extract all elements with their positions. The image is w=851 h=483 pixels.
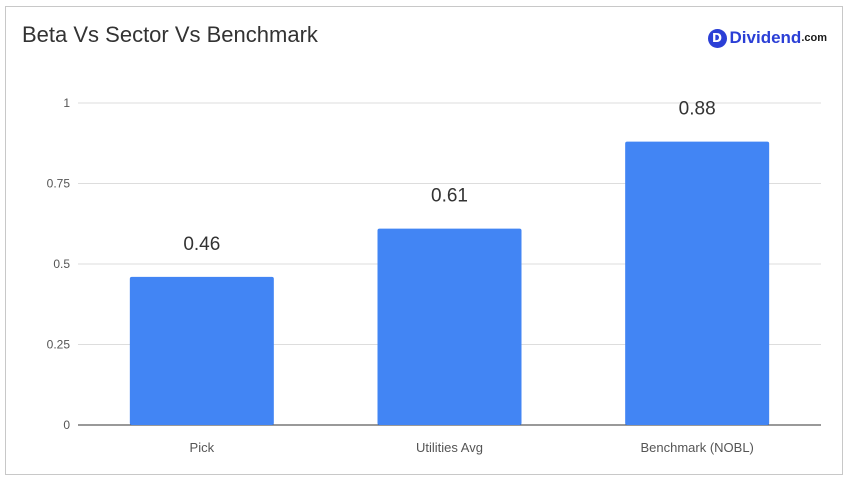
data-labels: 0.46 0.61 0.88 [183, 99, 715, 255]
data-label: 0.88 [679, 99, 716, 120]
x-category-label: Benchmark (NOBL) [640, 440, 753, 455]
bar-benchmark-nobl [625, 141, 770, 425]
bar-utilities-avg [377, 228, 522, 425]
bars [129, 141, 770, 425]
bar-pick [129, 276, 274, 425]
logo-domain: .com [801, 32, 827, 44]
x-category-label: Pick [190, 440, 215, 455]
data-label: 0.61 [431, 186, 468, 207]
y-tick-label: 0.5 [53, 257, 70, 271]
dividend-logo: D Dividend .com [707, 28, 827, 48]
y-tick-label: 0.25 [47, 338, 71, 352]
x-category-label: Utilities Avg [416, 440, 483, 455]
y-tick-label: 0.75 [47, 177, 71, 191]
y-tick-label: 1 [63, 96, 70, 110]
logo-badge-icon: D [707, 28, 727, 48]
y-axis-ticks: 0 0.25 0.5 0.75 1 [47, 96, 71, 432]
chart-title: Beta Vs Sector Vs Benchmark [22, 22, 318, 47]
x-axis-categories: Pick Utilities Avg Benchmark (NOBL) [190, 440, 754, 455]
logo-name: Dividend [729, 28, 802, 47]
data-label: 0.46 [183, 234, 220, 255]
y-tick-label: 0 [63, 418, 70, 432]
